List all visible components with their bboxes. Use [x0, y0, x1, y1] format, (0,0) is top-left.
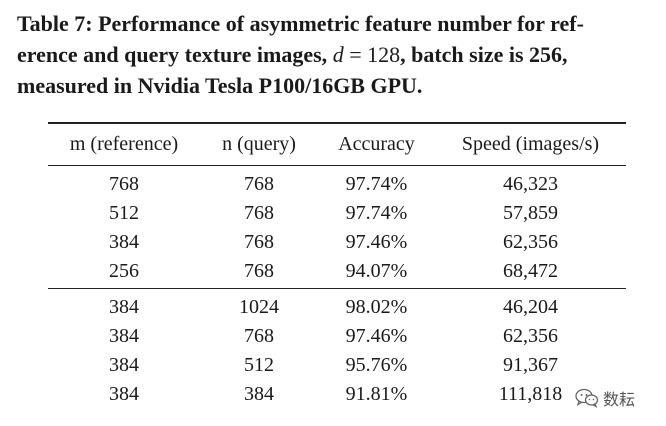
cell-n: 768	[244, 202, 274, 224]
cell-accuracy: 94.07%	[345, 260, 408, 282]
cell-m: 384	[109, 296, 139, 318]
cell-n: 768	[244, 325, 274, 347]
cell-accuracy: 97.46%	[345, 231, 408, 253]
cell-m: 256	[109, 260, 139, 282]
table-row: 384 384 91.81% 111,818	[48, 380, 626, 411]
cell-m: 384	[109, 354, 139, 376]
cell-speed: 68,472	[503, 260, 558, 282]
cell-speed: 46,323	[503, 173, 558, 195]
table-caption: Table 7: Performance of asymmetric featu…	[17, 8, 657, 101]
cell-accuracy: 98.02%	[345, 296, 408, 318]
caption-line-2-part-b: , batch size is 256,	[400, 42, 568, 67]
cell-m: 384	[109, 325, 139, 347]
cell-accuracy: 95.76%	[345, 354, 408, 376]
cell-accuracy: 91.81%	[345, 383, 408, 405]
cell-speed: 57,859	[503, 202, 558, 224]
cell-speed: 62,356	[503, 231, 558, 253]
header-accuracy: Accuracy	[338, 133, 415, 155]
cell-m: 384	[109, 383, 139, 405]
table-row: 768 768 97.74% 46,323	[48, 166, 626, 199]
header-m-reference: m (reference)	[69, 133, 179, 155]
performance-table: m (reference) n (query) Accuracy Speed (…	[48, 122, 626, 411]
cell-accuracy: 97.46%	[345, 325, 408, 347]
caption-line-2-part-a: erence and query texture images,	[17, 42, 333, 67]
cell-accuracy: 97.74%	[345, 173, 408, 195]
cell-m: 768	[109, 173, 139, 195]
cell-speed: 46,204	[503, 296, 558, 318]
watermark-text: 数耘	[603, 390, 636, 409]
table-row: 512 768 97.74% 57,859	[48, 199, 626, 228]
caption-line-3: measured in Nvidia Tesla P100/16GB GPU.	[17, 73, 423, 98]
cell-m: 512	[109, 202, 139, 224]
caption-variable-d: d	[332, 42, 344, 67]
wechat-icon	[575, 388, 599, 408]
header-row: m (reference) n (query) Accuracy Speed (…	[48, 124, 626, 165]
cell-n: 512	[244, 354, 274, 376]
cell-n: 1024	[239, 296, 279, 318]
table-row: 384 1024 98.02% 46,204	[48, 289, 626, 322]
caption-value-128: = 128	[343, 42, 401, 67]
caption-line-1: Table 7: Performance of asymmetric featu…	[17, 11, 584, 36]
table-row: 384 768 97.46% 62,356	[48, 322, 626, 351]
header-rule	[48, 165, 626, 166]
cell-m: 384	[109, 231, 139, 253]
cell-speed: 91,367	[503, 354, 558, 376]
group-separator-rule	[48, 288, 626, 289]
header-speed: Speed (images/s)	[461, 133, 600, 155]
top-rule	[48, 122, 626, 124]
cell-n: 768	[244, 173, 274, 195]
header-n-query: n (query)	[222, 133, 296, 155]
watermark: 数耘	[575, 384, 635, 412]
cell-n: 384	[244, 383, 274, 405]
cell-accuracy: 97.74%	[345, 202, 408, 224]
table-row: 384 512 95.76% 91,367	[48, 351, 626, 380]
cell-n: 768	[244, 260, 274, 282]
cell-speed: 111,818	[498, 383, 563, 405]
cell-n: 768	[244, 231, 274, 253]
cell-speed: 62,356	[503, 325, 558, 347]
table-row: 256 768 94.07% 68,472	[48, 257, 626, 288]
caption-line-2: erence and query texture images, d = 128…	[17, 39, 657, 70]
table-row: 384 768 97.46% 62,356	[48, 228, 626, 257]
